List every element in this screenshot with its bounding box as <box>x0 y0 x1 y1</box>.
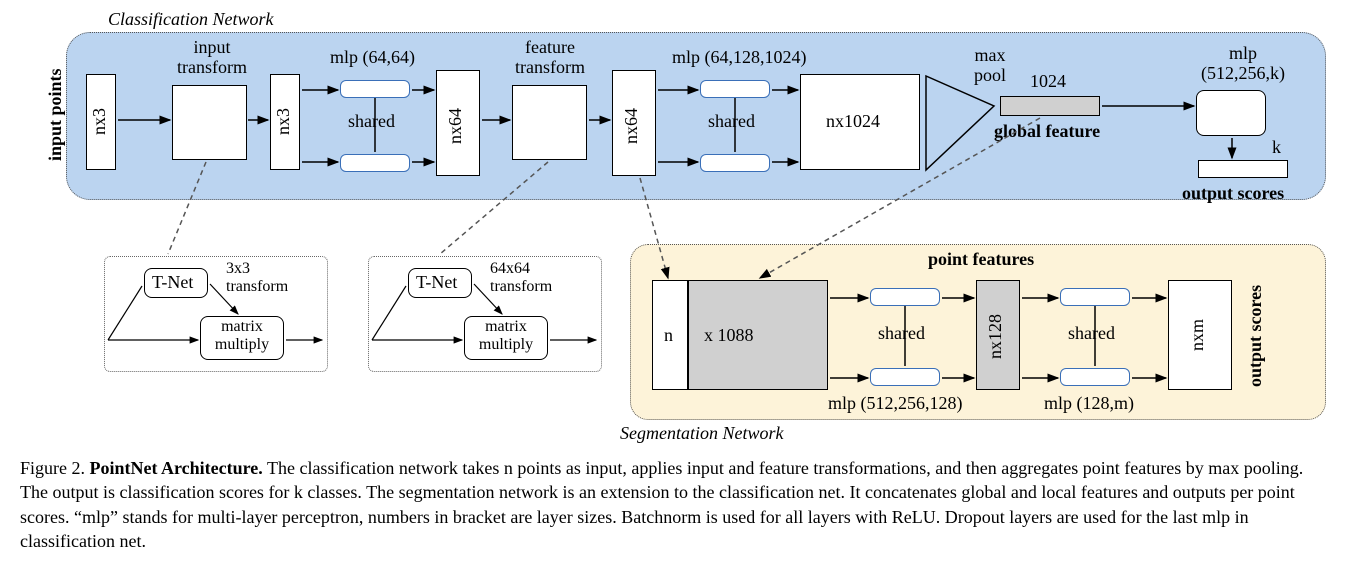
seg-mlp1-bot <box>870 368 940 386</box>
seg-mlp2-top <box>1060 288 1130 306</box>
label-mlp1: mlp (64,64) <box>330 48 415 68</box>
label-concat-1088: x 1088 <box>704 326 754 346</box>
mlp2-bot <box>700 154 770 172</box>
label-maxpool: maxpool <box>960 46 1020 86</box>
label-input-transform: inputtransform <box>162 38 262 78</box>
seg-mlp1-top <box>870 288 940 306</box>
label-k: k <box>1272 138 1281 158</box>
tnet1-tnet-label: T-Net <box>152 273 193 293</box>
mlp1-top <box>340 80 410 98</box>
block-mlp3 <box>1196 90 1266 136</box>
label-nx1024: nx1024 <box>826 112 880 132</box>
seg-mlp2-bot <box>1060 368 1130 386</box>
segmentation-title: Segmentation Network <box>620 424 783 444</box>
label-nx64-a: nx64 <box>446 98 466 154</box>
seg-mlp1-label: mlp (512,256,128) <box>828 394 963 414</box>
classification-title: Classification Network <box>108 10 274 30</box>
label-nx64-b: nx64 <box>622 98 642 154</box>
label-feature-transform: featuretransform <box>500 38 600 78</box>
seg-mlp2-shared: shared <box>1068 324 1115 344</box>
label-mlp3: mlp(512,256,k) <box>1188 44 1298 84</box>
label-concat-n: n <box>664 326 673 346</box>
seg-output-scores-label: output scores <box>1246 272 1266 400</box>
block-output-k <box>1198 160 1288 178</box>
pointnet-diagram: Classification Network input points nx3 … <box>0 0 1348 576</box>
label-mlp2: mlp (64,128,1024) <box>672 48 807 68</box>
label-1024: 1024 <box>1030 72 1066 92</box>
seg-mlp1-shared: shared <box>878 324 925 344</box>
label-nx128: nx128 <box>986 306 1006 368</box>
label-nx3-b: nx3 <box>274 98 294 146</box>
label-global-feature: global feature <box>994 122 1100 142</box>
tnet2-matmul-label: matrixmultiply <box>464 318 548 353</box>
figure-caption: Figure 2. PointNet Architecture. The cla… <box>20 456 1328 553</box>
block-input-transform <box>172 85 247 160</box>
point-features-label: point features <box>928 250 1034 270</box>
mlp1-shared: shared <box>348 112 395 132</box>
label-output-scores: output scores <box>1182 184 1284 204</box>
caption-prefix: Figure 2. <box>20 458 90 478</box>
seg-mlp2-label: mlp (128,m) <box>1044 394 1134 414</box>
tnet1-matmul-label: matrixmultiply <box>200 318 284 353</box>
tnet2-dim: 64x64transform <box>490 260 552 295</box>
input-points-label: input points <box>46 60 66 170</box>
mlp2-top <box>700 80 770 98</box>
tnet2-tnet-label: T-Net <box>416 273 457 293</box>
mlp1-bot <box>340 154 410 172</box>
block-global-feature <box>1000 96 1100 116</box>
label-nxm: nxm <box>1188 312 1208 358</box>
block-feature-transform <box>512 85 587 160</box>
mlp2-shared: shared <box>708 112 755 132</box>
tnet1-dim: 3x3transform <box>226 260 288 295</box>
caption-title: PointNet Architecture. <box>90 458 263 478</box>
label-nx3-a: nx3 <box>90 98 110 146</box>
